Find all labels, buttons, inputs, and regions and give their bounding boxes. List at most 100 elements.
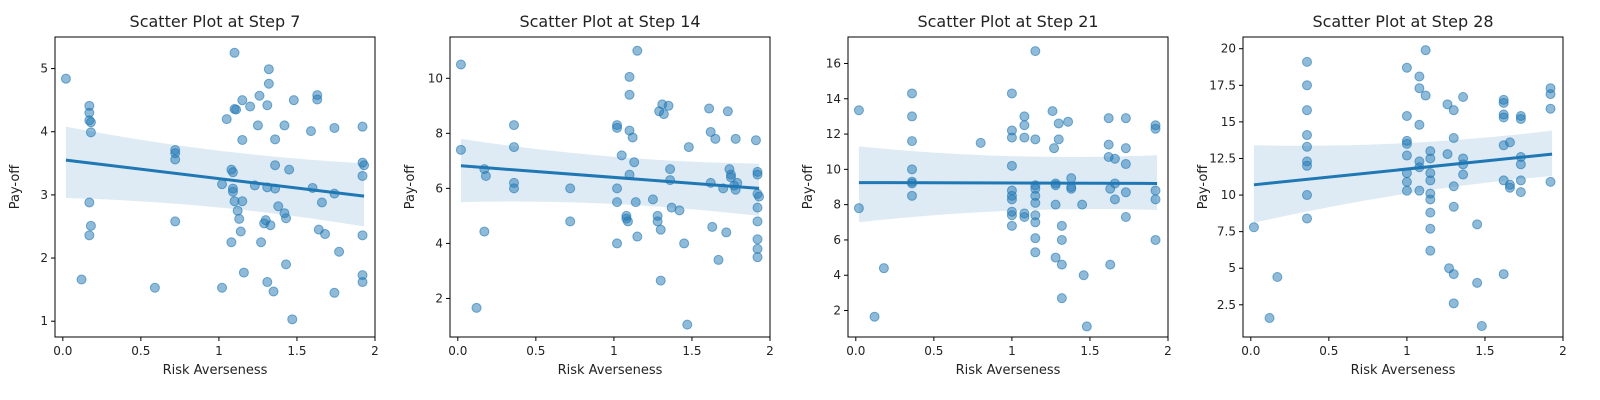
- scatter-point: [752, 169, 763, 180]
- scatter-point: [1030, 217, 1041, 228]
- scatter-point: [674, 205, 685, 216]
- chart-panel-1: 0.0 0.5 1 1.5 2 1 2 3 4 5 Scatter Plot at Step 7 Ri…: [8, 12, 379, 378]
- scatter-point: [1302, 190, 1312, 201]
- scatter-point: [624, 71, 635, 82]
- scatter-point: [629, 157, 640, 168]
- scatter-point: [254, 90, 265, 101]
- x-tick-label: 1.5: [1475, 344, 1494, 358]
- scatter-point: [722, 106, 733, 117]
- scatter-point: [1401, 62, 1412, 73]
- scatter-point: [1120, 159, 1131, 170]
- scatter-point: [237, 196, 248, 207]
- y-tick-label: 10: [428, 71, 443, 85]
- scatter-point: [1472, 277, 1483, 288]
- scatter-point: [270, 134, 281, 145]
- scatter-point: [907, 190, 917, 201]
- scatter-point: [252, 120, 263, 131]
- scatter-point: [1056, 220, 1067, 231]
- scatter-point: [730, 133, 741, 144]
- scatter-point: [357, 277, 368, 288]
- axes-frame: [54, 36, 376, 338]
- x-axis-label: Risk Averseness: [1351, 363, 1456, 378]
- y-tick-label: 20: [1221, 42, 1236, 56]
- scatter-point: [647, 194, 658, 205]
- y-axis-label: Pay-off: [1196, 164, 1211, 210]
- scatter-point: [268, 286, 279, 297]
- x-tick-label: 1: [1008, 344, 1016, 358]
- scatter-point: [1150, 194, 1161, 205]
- scatter-point: [1006, 210, 1017, 221]
- x-tick-label: 1.5: [682, 344, 701, 358]
- scatter-point: [1442, 99, 1453, 110]
- scatter-point: [1053, 118, 1064, 129]
- scatter-point: [1066, 183, 1077, 194]
- scatter-point: [907, 164, 917, 175]
- scatter-point: [1401, 150, 1412, 161]
- y-tick-label: 14: [826, 92, 841, 106]
- y-tick-label: 2: [833, 304, 841, 318]
- y-tick-label: 5: [1228, 261, 1236, 275]
- scatter-point: [237, 95, 248, 106]
- scatter-point: [1019, 120, 1030, 131]
- scatter-point: [630, 197, 641, 208]
- y-tick-label: 8: [435, 126, 443, 140]
- scatter-point: [1120, 143, 1131, 154]
- scatter-point: [1458, 92, 1469, 102]
- x-tick-label: 0.5: [924, 344, 943, 358]
- scatter-point: [217, 179, 228, 190]
- y-tick-label: 7.5: [1217, 225, 1236, 239]
- scatter-point: [1302, 56, 1312, 67]
- scatter-point: [907, 136, 917, 147]
- y-tick-label: 15: [1221, 115, 1236, 129]
- x-tick-label: 0.0: [448, 344, 467, 358]
- scatter-point: [713, 254, 724, 265]
- scatter-point: [682, 319, 693, 330]
- x-axis-label: Risk Averseness: [558, 363, 663, 378]
- y-tick-label: 10: [826, 162, 841, 176]
- scatter-point: [907, 111, 917, 122]
- scatter-point: [287, 314, 298, 325]
- scatter-point: [1504, 137, 1515, 148]
- y-tick-label: 8: [833, 198, 841, 212]
- scatter-point: [217, 282, 228, 293]
- scatter-point: [1056, 293, 1067, 304]
- scatter-point: [1414, 119, 1425, 130]
- scatter-point: [281, 259, 292, 270]
- scatter-point: [265, 220, 276, 231]
- y-axis-label: Pay-off: [801, 164, 816, 210]
- scatter-point: [655, 275, 666, 286]
- scatter-point: [1030, 197, 1041, 208]
- y-tick-label: 6: [435, 181, 443, 195]
- x-tick-label: 0.0: [846, 344, 865, 358]
- scatter-point: [1272, 272, 1283, 282]
- y-tick-label: 16: [826, 56, 841, 70]
- scatter-point: [1302, 80, 1312, 91]
- scatter-point: [480, 170, 491, 181]
- scatter-point: [1006, 88, 1017, 99]
- y-tick-label: 12: [826, 127, 841, 141]
- x-tick-label: 0.0: [1241, 344, 1260, 358]
- scatter-point: [84, 197, 95, 208]
- scatter-point: [1414, 71, 1425, 82]
- scatter-point: [1150, 234, 1161, 245]
- scatter-point: [1401, 111, 1412, 122]
- scatter-point: [612, 183, 623, 194]
- scatter-point: [509, 142, 519, 153]
- scatter-point: [1302, 130, 1312, 141]
- scatter-point: [627, 132, 638, 143]
- scatter-point: [1047, 106, 1058, 117]
- scatter-point: [853, 203, 864, 214]
- scatter-point: [1498, 112, 1509, 123]
- scatter-point: [878, 263, 889, 274]
- scatter-point: [1401, 185, 1412, 196]
- scatter-point: [357, 170, 368, 181]
- scatter-point: [256, 237, 267, 248]
- x-axis-label: Risk Averseness: [956, 363, 1061, 378]
- scatter-point: [284, 164, 295, 175]
- scatter-point: [334, 246, 345, 257]
- y-tick-label: 17.5: [1209, 78, 1236, 92]
- chart-title: Scatter Plot at Step 28: [1312, 12, 1493, 31]
- scatter-point: [1050, 199, 1061, 210]
- scatter-point: [1120, 212, 1131, 222]
- scatter-point: [273, 201, 284, 212]
